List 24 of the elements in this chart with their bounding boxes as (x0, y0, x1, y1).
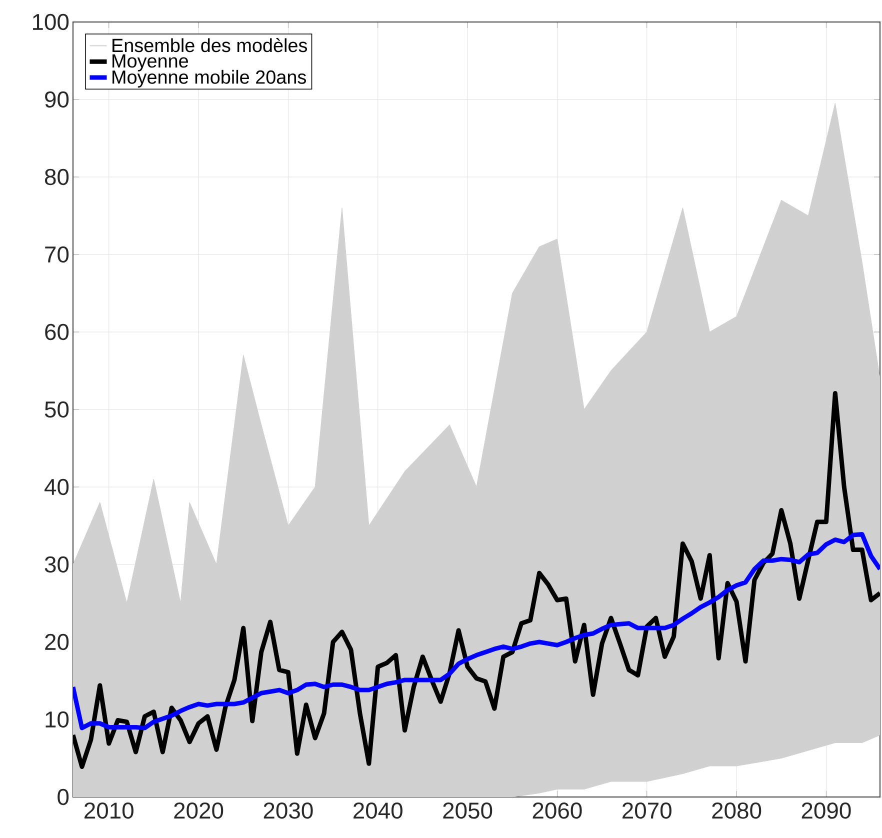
legend-label: Moyenne (112, 54, 188, 72)
legend-label: Moyenne mobile 20ans (112, 70, 306, 88)
x-tick-label: 2090 (802, 802, 851, 819)
y-tick-label: 100 (33, 14, 69, 30)
y-tick-label: 90 (45, 91, 69, 108)
x-tick-label: 2080 (712, 802, 762, 819)
x-tick-label: 2050 (443, 802, 492, 819)
x-tick-label: 2040 (354, 802, 402, 819)
x-tick-label: 2060 (532, 802, 582, 819)
y-tick-label: 30 (44, 556, 69, 573)
x-tick-label: 2010 (84, 802, 134, 819)
y-tick-label: 70 (45, 246, 69, 263)
x-tick-label: 2020 (174, 802, 224, 819)
y-tick-label: 10 (46, 711, 69, 728)
y-tick-label: 0 (58, 788, 69, 806)
y-tick-label: 40 (44, 478, 69, 496)
y-tick-label: 20 (45, 634, 69, 650)
legend-label: Ensemble des modèles (112, 38, 308, 52)
x-tick-label: 2030 (264, 802, 313, 819)
x-tick-label: 2070 (622, 802, 672, 819)
line-series (73, 390, 880, 770)
y-tick-label: 80 (44, 168, 69, 186)
y-tick-label: 60 (45, 324, 69, 340)
y-tick-label: 50 (44, 401, 69, 418)
